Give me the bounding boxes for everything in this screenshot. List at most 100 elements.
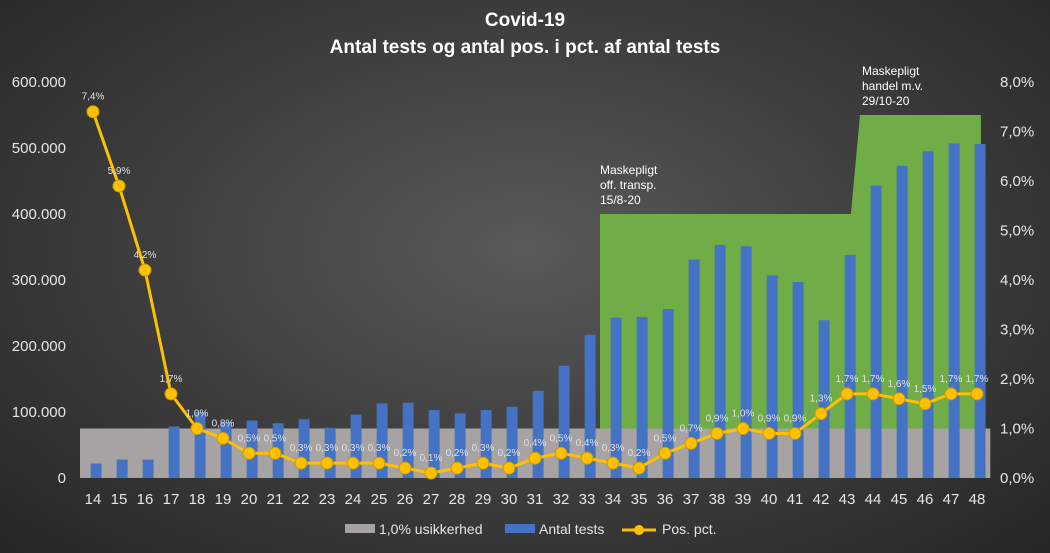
bar-antal-tests-25: [376, 403, 388, 478]
pos-pct-data-label: 0,3%: [472, 443, 495, 454]
pos-pct-data-label: 1,5%: [914, 384, 937, 395]
bar-antal-tests-38: [714, 245, 726, 478]
x-tick-label: 45: [891, 491, 908, 508]
x-tick-label: 30: [501, 491, 518, 508]
bar-antal-tests-47: [948, 143, 960, 478]
x-tick-label: 33: [579, 491, 596, 508]
pos-pct-data-label: 0,8%: [212, 418, 235, 429]
pos-pct-data-label: 1,7%: [160, 374, 183, 385]
right-tick-label: 6,0%: [1000, 173, 1034, 190]
x-tick-label: 27: [423, 491, 440, 508]
bar-antal-tests-46: [922, 151, 934, 479]
pos-pct-data-label: 1,0%: [186, 409, 209, 420]
bar-antal-tests-19: [220, 421, 232, 478]
pos-pct-point-37: [684, 436, 698, 450]
pos-pct-data-label: 5,9%: [108, 166, 131, 177]
bar-antal-tests-26: [402, 402, 414, 478]
pos-pct-point-23: [320, 456, 334, 470]
pos-pct-point-47: [944, 387, 958, 401]
pos-pct-point-32: [554, 446, 568, 460]
pos-pct-point-48: [970, 387, 984, 401]
x-tick-label: 37: [683, 491, 700, 508]
x-tick-label: 32: [553, 491, 570, 508]
annotation-2-line: Maskepligt: [862, 64, 920, 78]
pos-pct-point-24: [346, 456, 360, 470]
x-tick-label: 39: [735, 491, 752, 508]
left-tick-label: 300.000: [12, 272, 66, 289]
x-tick-label: 40: [761, 491, 778, 508]
right-tick-label: 0,0%: [1000, 470, 1034, 487]
chart-title: Covid-19: [484, 10, 566, 31]
pos-pct-point-45: [892, 392, 906, 406]
left-tick-label: 100.000: [12, 404, 66, 421]
bar-antal-tests-15: [116, 459, 128, 478]
bar-antal-tests-22: [298, 419, 310, 478]
pos-pct-point-16: [138, 263, 152, 277]
right-tick-label: 1,0%: [1000, 421, 1034, 438]
bar-antal-tests-16: [142, 459, 154, 478]
bar-antal-tests-45: [896, 165, 908, 478]
pos-pct-point-22: [294, 456, 308, 470]
legend-swatch-antal-tests: [505, 524, 535, 533]
pos-pct-point-44: [866, 387, 880, 401]
pos-pct-data-label: 0,5%: [654, 433, 677, 444]
bar-antal-tests-24: [350, 414, 362, 478]
x-tick-label: 18: [189, 491, 206, 508]
x-tick-label: 23: [319, 491, 336, 508]
pos-pct-point-41: [788, 426, 802, 440]
x-tick-label: 34: [605, 491, 622, 508]
pos-pct-point-40: [762, 426, 776, 440]
x-tick-label: 48: [969, 491, 986, 508]
pos-pct-data-label: 0,2%: [446, 448, 469, 459]
x-tick-label: 25: [371, 491, 388, 508]
pos-pct-point-17: [164, 387, 178, 401]
pos-pct-data-label: 0,9%: [706, 413, 729, 424]
pos-pct-data-label: 1,7%: [862, 374, 885, 385]
x-tick-label: 26: [397, 491, 414, 508]
bar-antal-tests-37: [688, 259, 700, 478]
x-tick-label: 31: [527, 491, 544, 508]
pos-pct-point-28: [450, 461, 464, 475]
pos-pct-point-20: [242, 446, 256, 460]
pos-pct-data-label: 0,2%: [394, 448, 417, 459]
pos-pct-data-label: 1,7%: [940, 374, 963, 385]
x-tick-label: 47: [943, 491, 960, 508]
x-tick-label: 28: [449, 491, 466, 508]
x-tick-label: 41: [787, 491, 804, 508]
bar-antal-tests-18: [194, 412, 206, 478]
left-tick-label: 200.000: [12, 338, 66, 355]
x-tick-label: 22: [293, 491, 310, 508]
annotation-1-line: 15/8-20: [600, 193, 641, 207]
bar-antal-tests-39: [740, 246, 752, 478]
bar-antal-tests-30: [506, 406, 518, 478]
annotation-2-line: 29/10-20: [862, 94, 910, 108]
pos-pct-data-label: 0,9%: [784, 413, 807, 424]
bar-antal-tests-48: [974, 144, 986, 479]
bar-antal-tests-28: [454, 413, 466, 478]
x-tick-label: 42: [813, 491, 830, 508]
pos-pct-data-label: 0,5%: [238, 433, 261, 444]
bar-antal-tests-14: [90, 463, 102, 478]
bar-antal-tests-44: [870, 185, 882, 478]
pos-pct-data-label: 0,4%: [524, 438, 547, 449]
bar-antal-tests-31: [532, 390, 544, 478]
x-tick-label: 16: [137, 491, 154, 508]
x-tick-label: 14: [85, 491, 102, 508]
pos-pct-point-43: [840, 387, 854, 401]
pos-pct-data-label: 0,5%: [550, 433, 573, 444]
left-tick-label: 0: [58, 470, 66, 487]
pos-pct-point-29: [476, 456, 490, 470]
pos-pct-data-label: 0,3%: [316, 443, 339, 454]
legend-swatch-pos-pct-marker: [634, 525, 644, 535]
bar-antal-tests-32: [558, 365, 570, 478]
pos-pct-data-label: 1,7%: [836, 374, 859, 385]
pos-pct-point-36: [658, 446, 672, 460]
pos-pct-data-label: 0,9%: [758, 413, 781, 424]
x-tick-label: 17: [163, 491, 180, 508]
pos-pct-point-35: [632, 461, 646, 475]
x-tick-label: 20: [241, 491, 258, 508]
legend-label-pos-pct: Pos. pct.: [662, 521, 716, 537]
bar-antal-tests-29: [480, 410, 492, 478]
left-tick-label: 600.000: [12, 74, 66, 91]
bar-antal-tests-33: [584, 334, 596, 478]
